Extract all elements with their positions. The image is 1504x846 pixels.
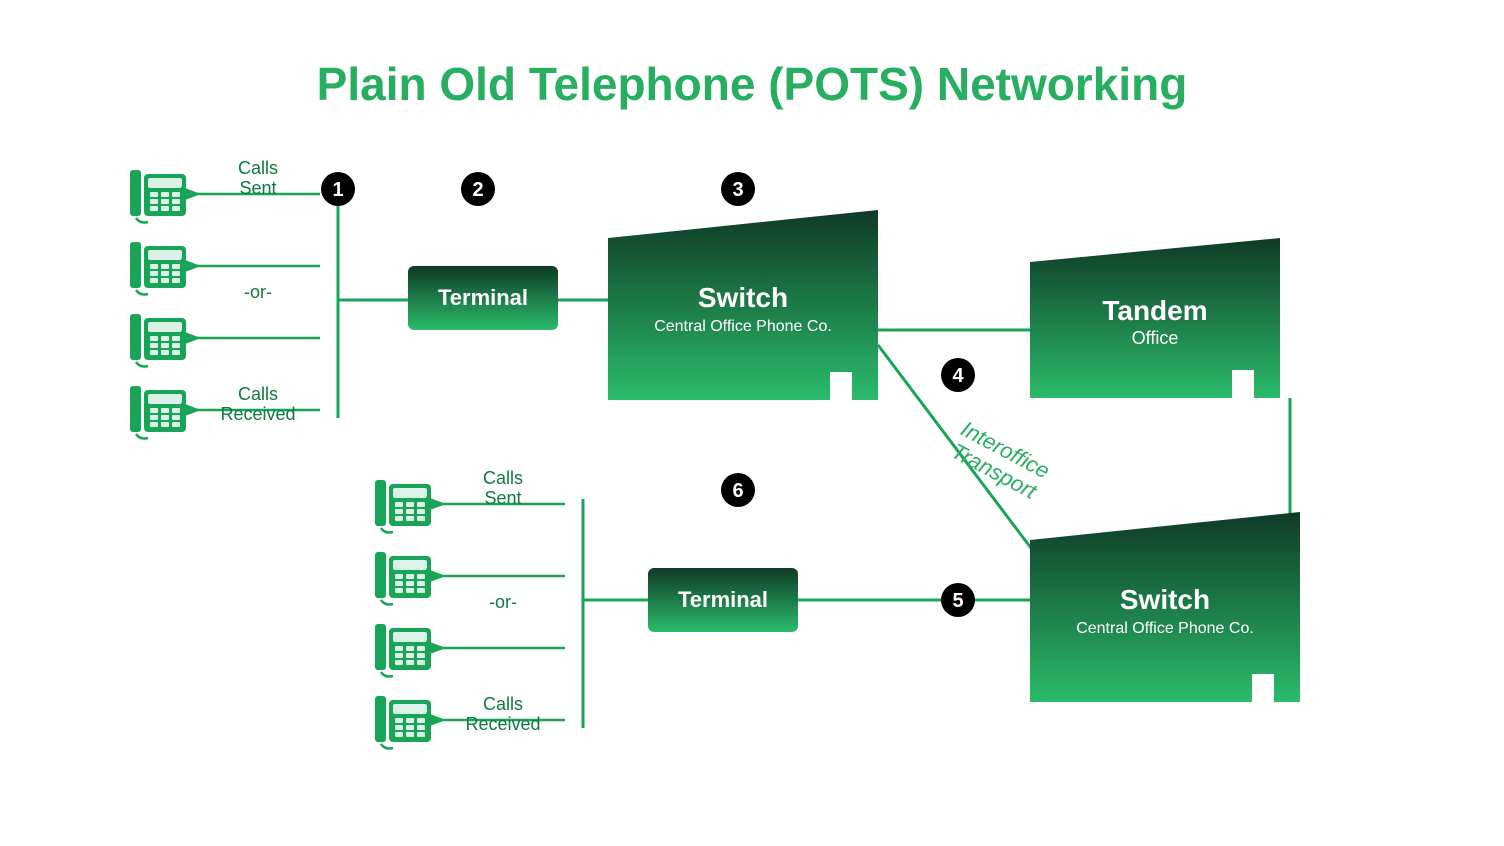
calls-received-label: Calls [238, 384, 278, 404]
svg-text:Switch: Switch [1120, 584, 1210, 615]
calls-sent-label: Calls [238, 158, 278, 178]
phone-icon [375, 696, 431, 749]
svg-text:Tandem: Tandem [1102, 295, 1207, 326]
svg-text:3: 3 [732, 179, 743, 201]
svg-text:1: 1 [332, 179, 343, 201]
terminal1: Terminal [408, 266, 558, 330]
svg-text:2: 2 [472, 179, 483, 201]
svg-text:Terminal: Terminal [678, 587, 768, 612]
svg-text:5: 5 [952, 590, 963, 612]
step-marker-2: 2 [461, 172, 495, 206]
diagram-title: Plain Old Telephone (POTS) Networking [317, 58, 1188, 110]
tandem: TandemOffice [1030, 238, 1280, 398]
svg-text:Terminal: Terminal [438, 285, 528, 310]
step-marker-3: 3 [721, 172, 755, 206]
switch1: Switch Central Office Phone Co. [608, 210, 878, 400]
calls-sent-label: Calls [483, 468, 523, 488]
diagram-canvas: Plain Old Telephone (POTS) NetworkingInt… [0, 0, 1504, 846]
calls-received-label: Received [220, 404, 295, 424]
phone-icon [130, 170, 186, 223]
svg-text:6: 6 [732, 480, 743, 502]
phone-icon [375, 480, 431, 533]
step-marker-4: 4 [941, 358, 975, 392]
phone-icon [375, 552, 431, 605]
phone-icon [130, 314, 186, 367]
phone-icon [130, 242, 186, 295]
or-label: -or- [244, 282, 272, 302]
phone-icon [375, 624, 431, 677]
svg-text:Central Office Phone Co.: Central Office Phone Co. [1076, 620, 1254, 637]
svg-text:Switch: Switch [698, 282, 788, 313]
step-marker-6: 6 [721, 473, 755, 507]
or-label: -or- [489, 592, 517, 612]
step-marker-1: 1 [321, 172, 355, 206]
svg-text:4: 4 [952, 365, 964, 387]
phone-icon [130, 386, 186, 439]
calls-sent-label: Sent [239, 178, 276, 198]
calls-received-label: Calls [483, 694, 523, 714]
step-marker-5: 5 [941, 583, 975, 617]
calls-sent-label: Sent [484, 488, 521, 508]
terminal2: Terminal [648, 568, 798, 632]
svg-text:Central Office Phone Co.: Central Office Phone Co. [654, 318, 832, 335]
calls-received-label: Received [465, 714, 540, 734]
switch2: Switch Central Office Phone Co. [1030, 512, 1300, 702]
svg-text:Office: Office [1132, 328, 1179, 348]
